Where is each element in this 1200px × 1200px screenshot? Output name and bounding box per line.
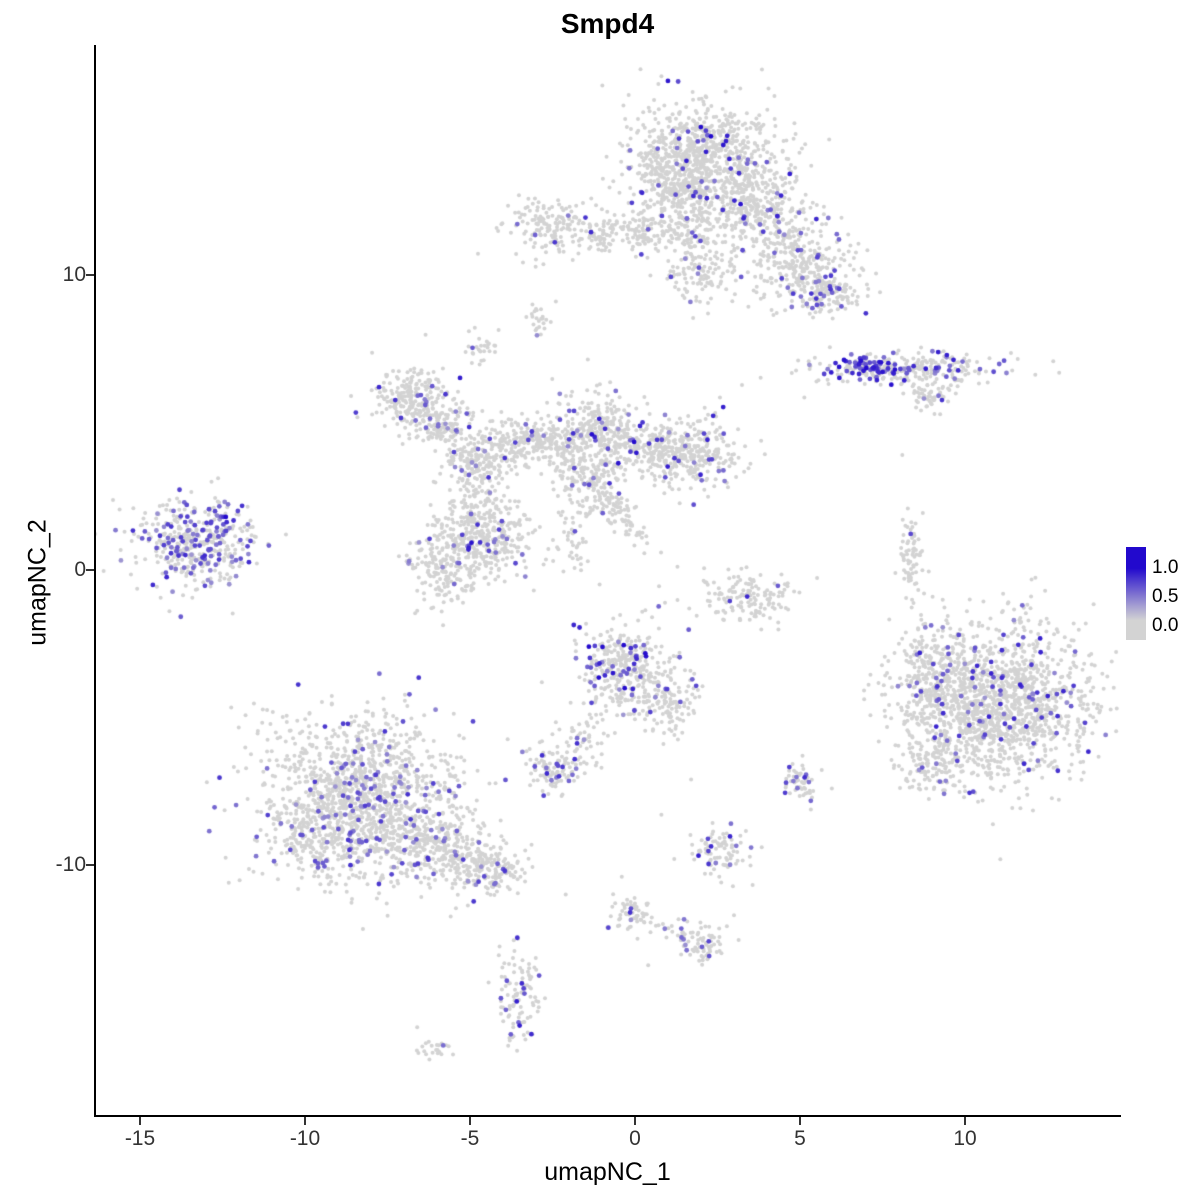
x-tick-label: -15 [124,1127,156,1150]
x-tick-label: 0 [629,1127,641,1150]
x-tick-label: 10 [953,1127,977,1150]
x-tick-mark [139,1117,141,1125]
x-tick-mark [304,1117,306,1125]
y-tick-label: 0 [74,558,86,581]
x-tick-mark [799,1117,801,1125]
y-tick-mark [86,274,94,276]
y-axis-line [94,45,96,1117]
legend-tick-label: 1.0 [1152,557,1179,578]
x-tick-label: -10 [289,1127,321,1150]
legend-tick-label: 0.0 [1152,615,1179,636]
legend-tick-label: 0.5 [1152,586,1179,607]
y-axis-title: umapNC_2 [23,519,52,646]
x-axis-line [94,1115,1121,1117]
x-tick-mark [964,1117,966,1125]
x-tick-mark [469,1117,471,1125]
y-tick-label: 10 [62,263,86,286]
y-tick-mark [86,864,94,866]
x-tick-mark [634,1117,636,1125]
colorbar-gradient [1126,547,1146,640]
y-tick-label: -10 [55,853,86,876]
x-tick-label: 5 [794,1127,806,1150]
x-axis-title: umapNC_1 [544,1158,671,1186]
x-tick-label: -5 [460,1127,480,1150]
y-tick-mark [86,569,94,571]
